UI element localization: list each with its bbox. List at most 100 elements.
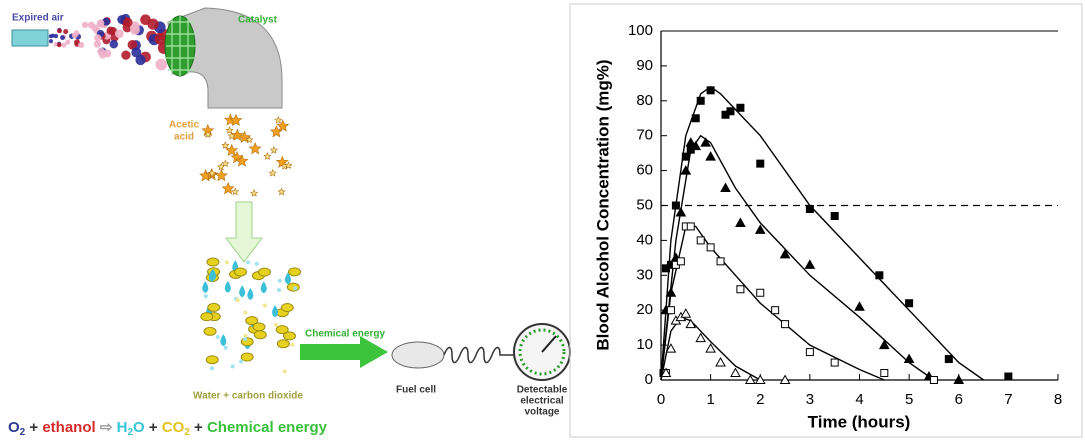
droplet (284, 272, 291, 285)
mist (224, 260, 229, 265)
data-point (706, 86, 715, 95)
droplet (224, 280, 231, 293)
particle (121, 50, 131, 60)
data-point (875, 271, 884, 280)
data-point (680, 165, 692, 175)
particle (155, 58, 168, 71)
data-point (676, 257, 685, 266)
data-point (754, 224, 766, 234)
particle (60, 35, 65, 41)
voltage-label: electrical (520, 396, 564, 407)
data-point (696, 96, 705, 105)
mist (230, 364, 235, 369)
y-tick-label: 50 (636, 196, 653, 213)
y-axis-title: Blood Alcohol Concentration (mg%) (593, 59, 612, 350)
data-point (736, 285, 745, 294)
y-tick-label: 40 (636, 231, 653, 248)
co2-bubble (233, 267, 247, 277)
data-point (685, 318, 697, 329)
co2-bubble (286, 282, 300, 292)
particle (53, 42, 58, 47)
data-point (880, 369, 889, 378)
nozzle (11, 29, 49, 47)
co2-bubble (280, 303, 294, 313)
data-point (805, 204, 814, 213)
particle (131, 47, 142, 58)
co2-bubble (205, 355, 219, 365)
star (245, 135, 254, 144)
data-point (779, 374, 791, 384)
breathalyzer-diagram: Expired air Catalyst Acetic acid Chemica… (8, 7, 571, 438)
equation-subscript: 2 (127, 427, 133, 438)
particle (135, 54, 146, 66)
data-point (735, 217, 746, 227)
equation-part: CO (162, 419, 185, 436)
catalyst-label: Catalyst (238, 15, 278, 26)
co2-bubble (288, 267, 302, 277)
x-axis-title: Time (hours) (808, 412, 911, 431)
particle (53, 33, 59, 39)
y-tick-label: 70 (636, 127, 653, 144)
star (269, 145, 278, 154)
co2-bubble (252, 322, 266, 332)
equation: O2 + ethanol ⇨ H2O + CO2 + Chemical ener… (8, 419, 328, 438)
chemical-energy-label: Chemical energy (305, 329, 385, 340)
data-point (716, 257, 725, 266)
droplet (239, 285, 246, 298)
x-tick-label: 2 (756, 391, 764, 408)
particle (154, 33, 167, 45)
data-point (905, 299, 914, 308)
star (263, 152, 272, 160)
data-point (705, 343, 716, 353)
y-tick-label: 0 (645, 371, 653, 388)
data-point (705, 151, 716, 161)
droplet (272, 305, 279, 318)
equation-part: Chemical energy (207, 419, 328, 436)
particle (57, 28, 62, 34)
data-point (696, 236, 705, 245)
mist (293, 286, 298, 291)
mist (243, 310, 248, 315)
co2-bubble (203, 326, 217, 336)
data-point (878, 339, 890, 350)
data-point (665, 343, 677, 353)
equation-part: + (25, 419, 42, 436)
y-tick-label: 30 (636, 266, 653, 283)
co2-bubble (200, 312, 214, 322)
mist (246, 260, 251, 265)
star (235, 154, 249, 167)
co2-bubble (258, 267, 272, 277)
data-point (685, 137, 697, 147)
star (225, 126, 234, 134)
star (214, 168, 228, 182)
data-point (666, 306, 675, 315)
equation-subscript: 2 (20, 427, 26, 438)
mist (235, 298, 240, 303)
co2-bubble (206, 257, 220, 267)
mist (203, 294, 208, 299)
co2-bubble (240, 337, 254, 347)
co2-bubble (276, 339, 290, 349)
fit-curve (660, 134, 935, 381)
star (221, 159, 230, 168)
data-point (736, 103, 745, 112)
particle (94, 34, 102, 42)
water-co2-label: Water + carbon dioxide (193, 391, 303, 402)
down-arrow (225, 201, 263, 263)
x-tick-label: 6 (955, 391, 963, 408)
data-point (830, 211, 839, 220)
pipe (167, 7, 283, 109)
co2-bubble (283, 331, 297, 341)
mist (215, 334, 220, 339)
particle (91, 24, 99, 32)
particle (114, 29, 124, 39)
mist (239, 359, 244, 364)
droplet (247, 287, 254, 300)
data-point (680, 308, 692, 318)
particle (48, 34, 53, 39)
data-point (754, 374, 766, 384)
data-point (660, 367, 672, 378)
particle (140, 14, 151, 26)
mist (290, 342, 295, 347)
data-point (953, 374, 965, 384)
